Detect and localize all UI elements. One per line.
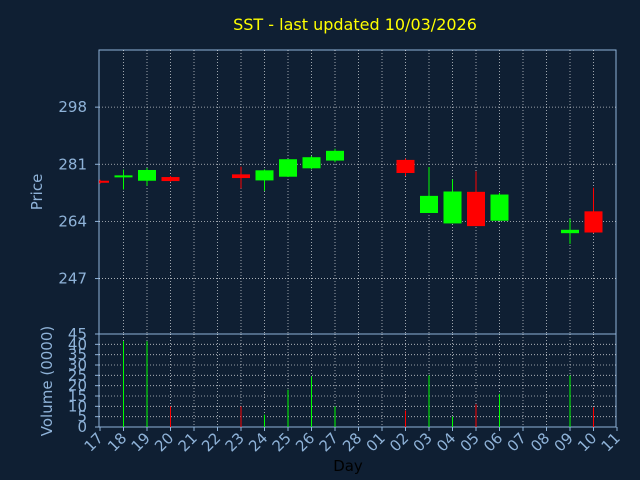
- price-y-tick-label: 281: [58, 155, 87, 173]
- price-panel: 298 281 264 247 Price: [28, 49, 617, 335]
- volume-y-tick-label: 15: [68, 387, 87, 405]
- candle-body: [490, 194, 509, 221]
- candle-body: [255, 170, 274, 181]
- volume-y-tick-label: 0: [77, 418, 87, 436]
- volume-grid: [99, 334, 616, 427]
- candle-body: [561, 229, 579, 234]
- volume-y-tick-label: 45: [68, 325, 87, 343]
- volume-bars: [123, 341, 594, 427]
- candle-body: [302, 157, 321, 169]
- x-axis-ticks: 1718192021222324252627280102030405060708…: [81, 427, 624, 455]
- candle-body: [161, 177, 180, 182]
- candle-body: [443, 191, 462, 224]
- candle-body: [326, 150, 344, 161]
- volume-y-tick-label: 35: [68, 346, 87, 364]
- volume-y-tick-label: 40: [68, 335, 87, 353]
- candle: [584, 187, 603, 234]
- candle-body: [232, 174, 250, 179]
- candle: [302, 155, 321, 170]
- candle: [396, 158, 415, 177]
- price-y-ticks: 298 281 264 247: [58, 98, 99, 288]
- candle: [255, 169, 274, 191]
- candle-body: [467, 191, 485, 227]
- volume-y-tick-label: 5: [77, 408, 87, 426]
- candle: [443, 179, 462, 224]
- candle-body: [99, 180, 109, 183]
- x-axis-label: Day: [333, 457, 363, 475]
- candle-body: [279, 159, 297, 177]
- price-y-tick-label: 247: [58, 270, 87, 288]
- candle-body: [420, 195, 438, 214]
- candle: [232, 166, 250, 189]
- candle: [138, 167, 156, 186]
- candle-body: [138, 169, 156, 181]
- candle: [561, 218, 579, 244]
- volume-y-tick-label: 25: [68, 366, 87, 384]
- price-y-axis-label: Price: [28, 174, 46, 211]
- price-y-tick-label: 298: [58, 98, 87, 116]
- chart-title: SST - last updated 10/03/2026: [233, 15, 477, 34]
- volume-y-tick-label: 10: [68, 397, 87, 415]
- volume-y-tick-label: 30: [68, 356, 87, 374]
- candle: [161, 176, 180, 182]
- candle: [490, 192, 509, 221]
- candle: [279, 159, 297, 177]
- price-y-tick-label: 264: [58, 212, 87, 230]
- candle: [114, 169, 133, 190]
- candle-body: [114, 175, 133, 178]
- candle: [467, 171, 485, 227]
- candle-body: [584, 211, 603, 233]
- candle-body: [396, 159, 415, 174]
- candle: [420, 166, 438, 214]
- volume-y-tick-label: 20: [68, 377, 87, 395]
- candle: [99, 179, 109, 184]
- volume-y-axis-label: Volume (0000): [38, 326, 56, 436]
- candle: [326, 148, 344, 163]
- candles: [99, 148, 603, 244]
- volume-plot-frame: [98, 333, 617, 428]
